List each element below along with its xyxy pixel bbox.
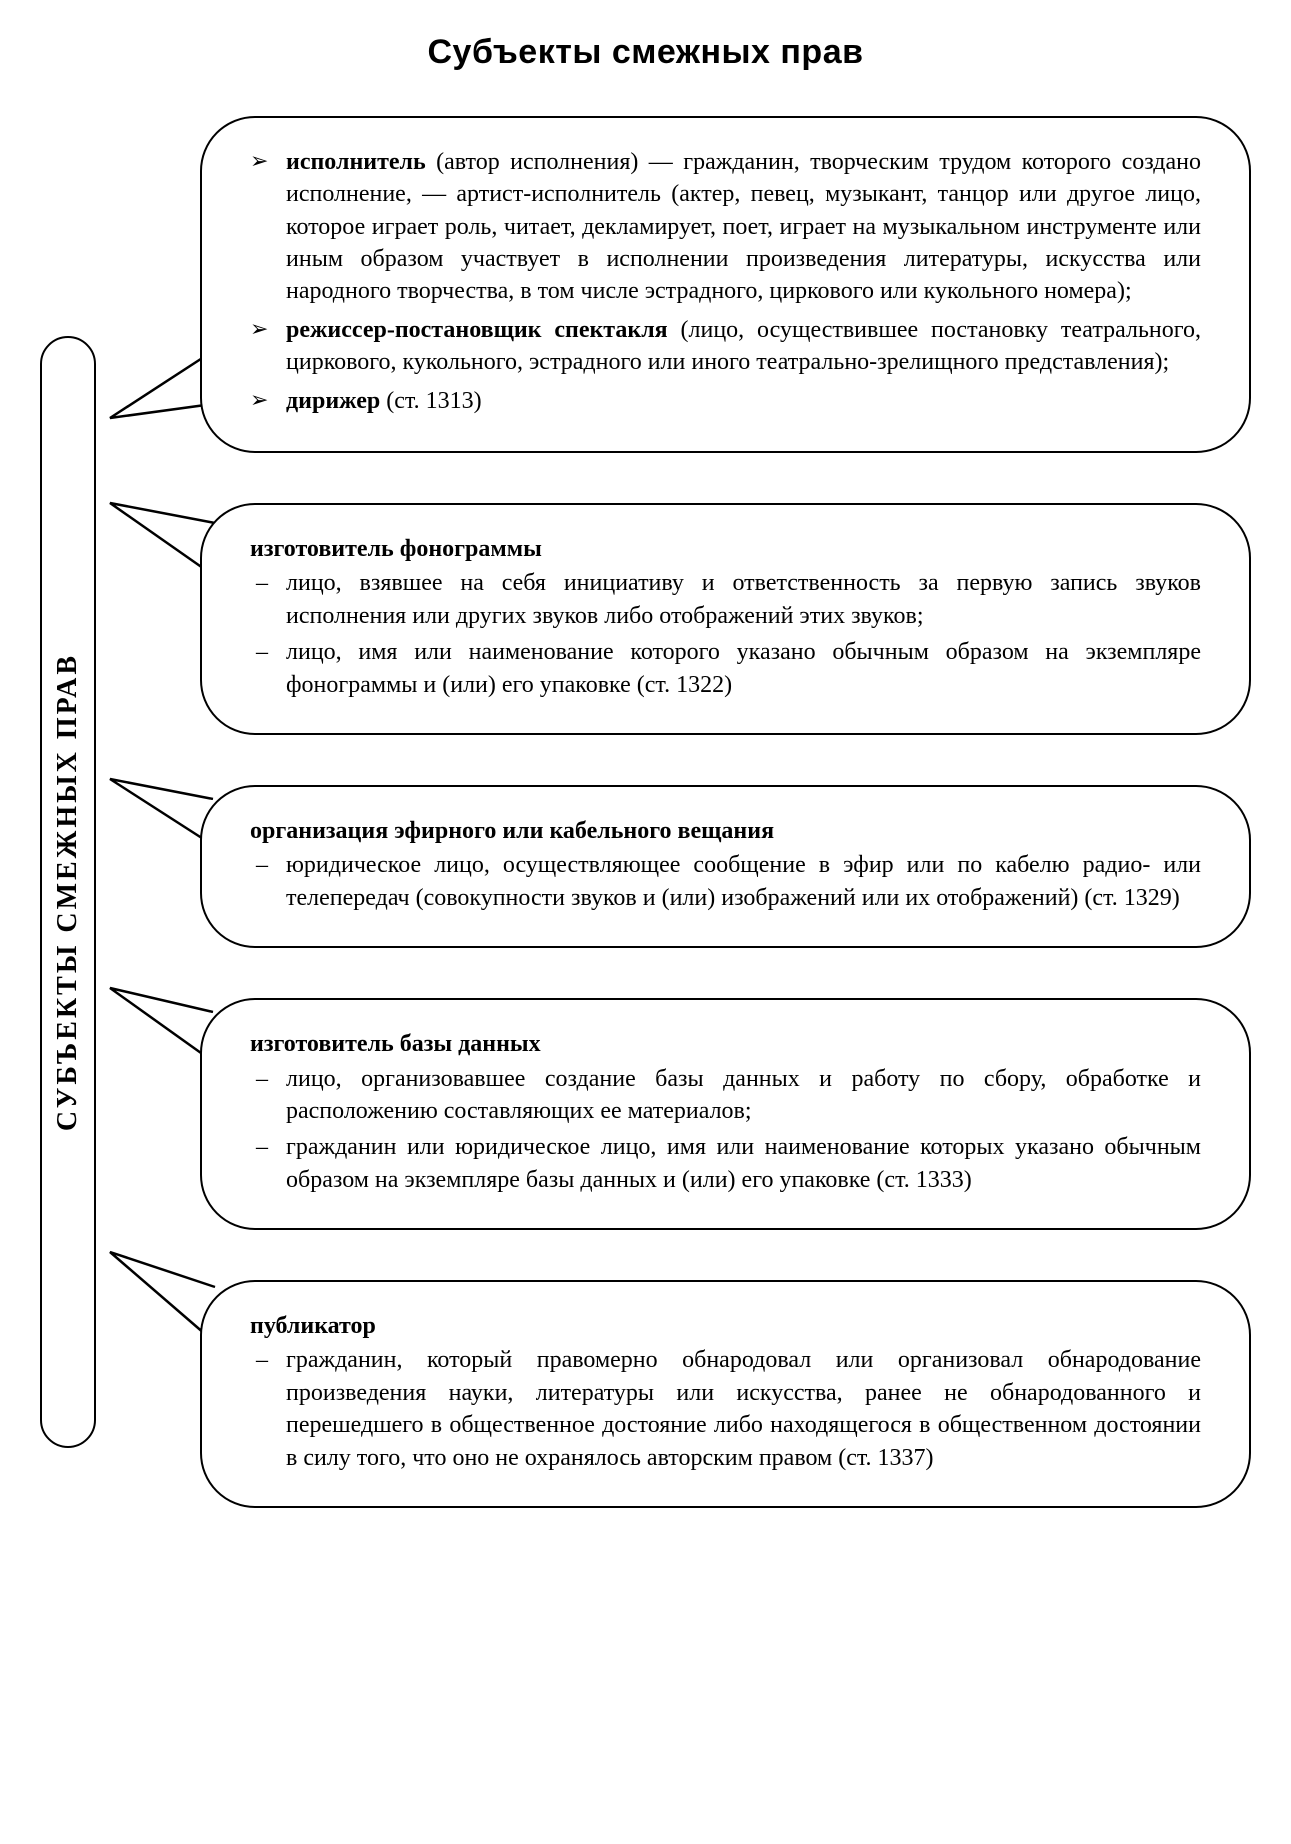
arrow-list: исполнитель (автор исполнения) — граждан… xyxy=(250,146,1201,417)
bubble-wrap: организация эфирного или кабельного веща… xyxy=(200,785,1251,948)
list-item: лицо, имя или наименование которого указ… xyxy=(286,636,1201,701)
bubble-wrap: изготовитель фонограммы лицо, взявшее на… xyxy=(200,503,1251,735)
bubble-heading: организация эфирного или кабельного веща… xyxy=(250,815,1201,847)
item-text: (ст. 1313) xyxy=(380,388,481,414)
list-item: гражданин, который правомерно обнародова… xyxy=(286,1344,1201,1474)
bubble-wrap: исполнитель (автор исполнения) — граждан… xyxy=(200,116,1251,453)
dash-list: лицо, взявшее на себя инициативу и ответ… xyxy=(250,567,1201,701)
item-bold: исполнитель xyxy=(286,149,426,175)
dash-list: лицо, организовавшее создание базы данны… xyxy=(250,1063,1201,1197)
item-text: лицо, взявшее на себя инициативу и ответ… xyxy=(286,570,1201,628)
list-item: гражданин или юридическое лицо, имя или … xyxy=(286,1131,1201,1196)
bubble-heading: публикатор xyxy=(250,1310,1201,1342)
spine-capsule: СУБЪЕКТЫ СМЕЖНЫХ ПРАВ xyxy=(40,336,96,1448)
bubble-heading: изготовитель базы данных xyxy=(250,1028,1201,1060)
item-text: гражданин или юридическое лицо, имя или … xyxy=(286,1134,1201,1192)
spine-column: СУБЪЕКТЫ СМЕЖНЫХ ПРАВ xyxy=(40,116,110,1508)
item-bold: дирижер xyxy=(286,388,380,414)
item-text: гражданин, который правомерно обнародова… xyxy=(286,1347,1201,1470)
list-item: лицо, организовавшее создание базы данны… xyxy=(286,1063,1201,1128)
page-title: Субъекты смежных прав xyxy=(40,30,1251,76)
list-item: лицо, взявшее на себя инициативу и ответ… xyxy=(286,567,1201,632)
item-bold: режиссер-постановщик спектакля xyxy=(286,317,668,343)
dash-list: юридическое лицо, осуществляющее сообщен… xyxy=(250,849,1201,914)
item-text: лицо, организовавшее создание базы данны… xyxy=(286,1066,1201,1124)
speech-bubble: изготовитель фонограммы лицо, взявшее на… xyxy=(200,503,1251,735)
spine-label: СУБЪЕКТЫ СМЕЖНЫХ ПРАВ xyxy=(49,653,87,1131)
speech-bubble: исполнитель (автор исполнения) — граждан… xyxy=(200,116,1251,453)
speech-bubble: изготовитель базы данных лицо, организов… xyxy=(200,998,1251,1230)
item-text: юридическое лицо, осуществляющее сообщен… xyxy=(286,852,1201,910)
list-item: исполнитель (автор исполнения) — граждан… xyxy=(286,146,1201,308)
bubble-heading: изготовитель фонограммы xyxy=(250,533,1201,565)
diagram-root: СУБЪЕКТЫ СМЕЖНЫХ ПРАВ исполнитель (автор… xyxy=(40,116,1251,1508)
list-item: юридическое лицо, осуществляющее сообщен… xyxy=(286,849,1201,914)
speech-bubble: публикатор гражданин, который правомерно… xyxy=(200,1280,1251,1508)
list-item: режиссер-постановщик спектакля (лицо, ос… xyxy=(286,314,1201,379)
item-text: лицо, имя или наименование которого указ… xyxy=(286,639,1201,697)
dash-list: гражданин, который правомерно обнародова… xyxy=(250,1344,1201,1474)
bubble-wrap: публикатор гражданин, который правомерно… xyxy=(200,1280,1251,1508)
list-item: дирижер (ст. 1313) xyxy=(286,385,1201,417)
speech-bubble: организация эфирного или кабельного веща… xyxy=(200,785,1251,948)
bubble-list: исполнитель (автор исполнения) — граждан… xyxy=(110,116,1251,1508)
bubble-wrap: изготовитель базы данных лицо, организов… xyxy=(200,998,1251,1230)
